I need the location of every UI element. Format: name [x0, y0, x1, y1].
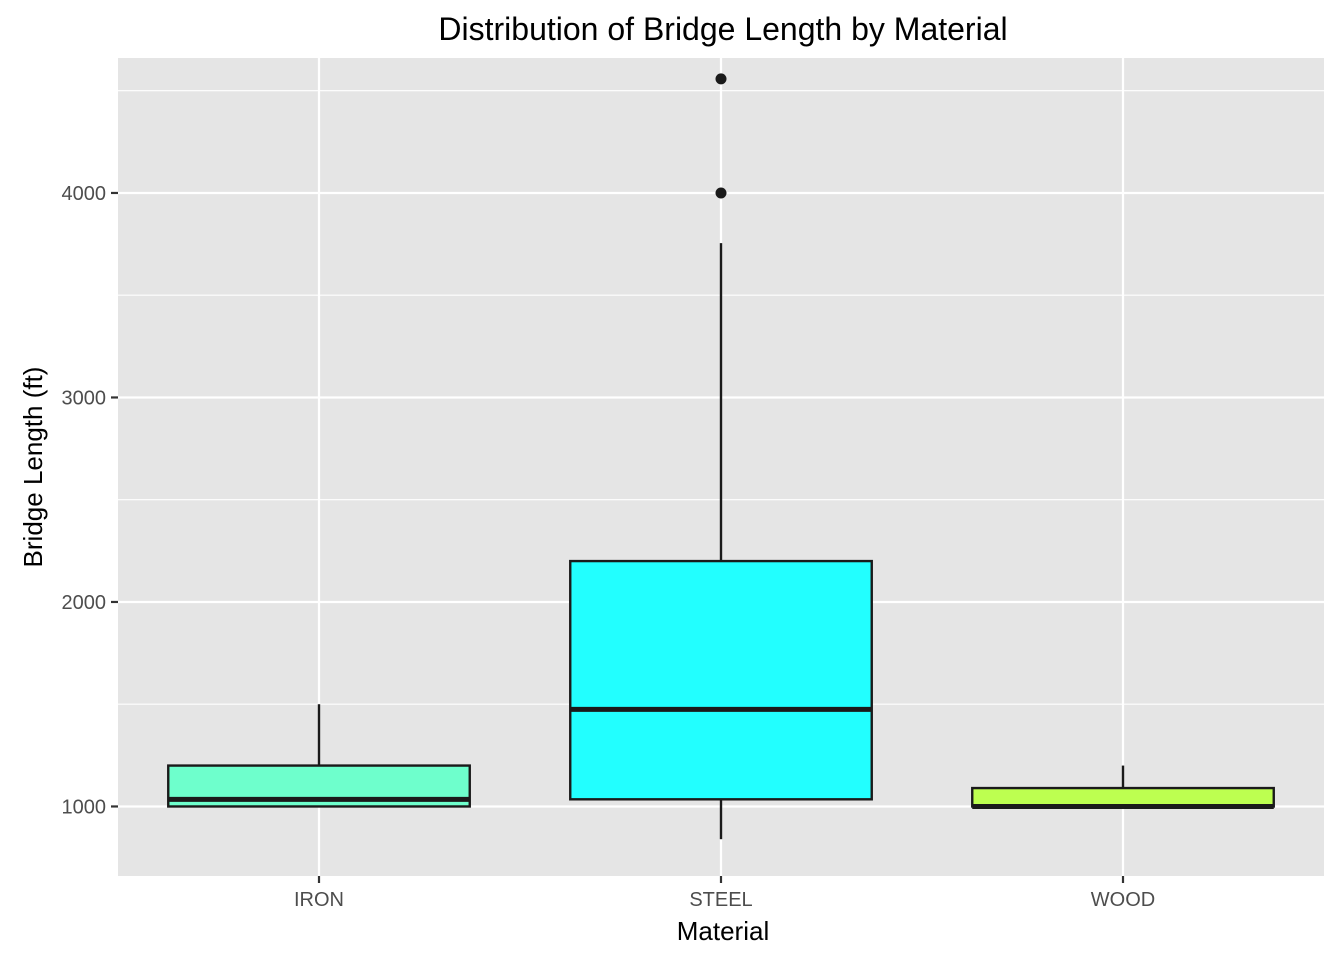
outlier-point: [715, 187, 727, 199]
chart-title: Distribution of Bridge Length by Materia…: [438, 11, 1007, 47]
y-axis: 1000 2000 3000 4000: [62, 183, 118, 818]
outlier-point: [715, 73, 727, 85]
box-series: [167, 73, 1275, 840]
y-tick-label: 3000: [62, 387, 107, 409]
x-tick-label: WOOD: [1091, 889, 1155, 911]
y-tick-label: 2000: [62, 592, 107, 614]
x-axis-title: Material: [677, 916, 769, 946]
y-tick-label: 4000: [62, 183, 107, 205]
y-tick-label: 1000: [62, 796, 107, 818]
box-body: [569, 559, 873, 801]
box-iron: [167, 704, 471, 808]
x-tick-label: IRON: [294, 889, 344, 911]
box-steel: [569, 73, 873, 840]
x-tick-label: STEEL: [689, 889, 752, 911]
box-wood: [971, 765, 1275, 809]
box-body: [971, 786, 1275, 808]
y-axis-title: Bridge Length (ft): [18, 367, 48, 568]
x-axis: IRON STEEL WOOD: [294, 876, 1155, 911]
